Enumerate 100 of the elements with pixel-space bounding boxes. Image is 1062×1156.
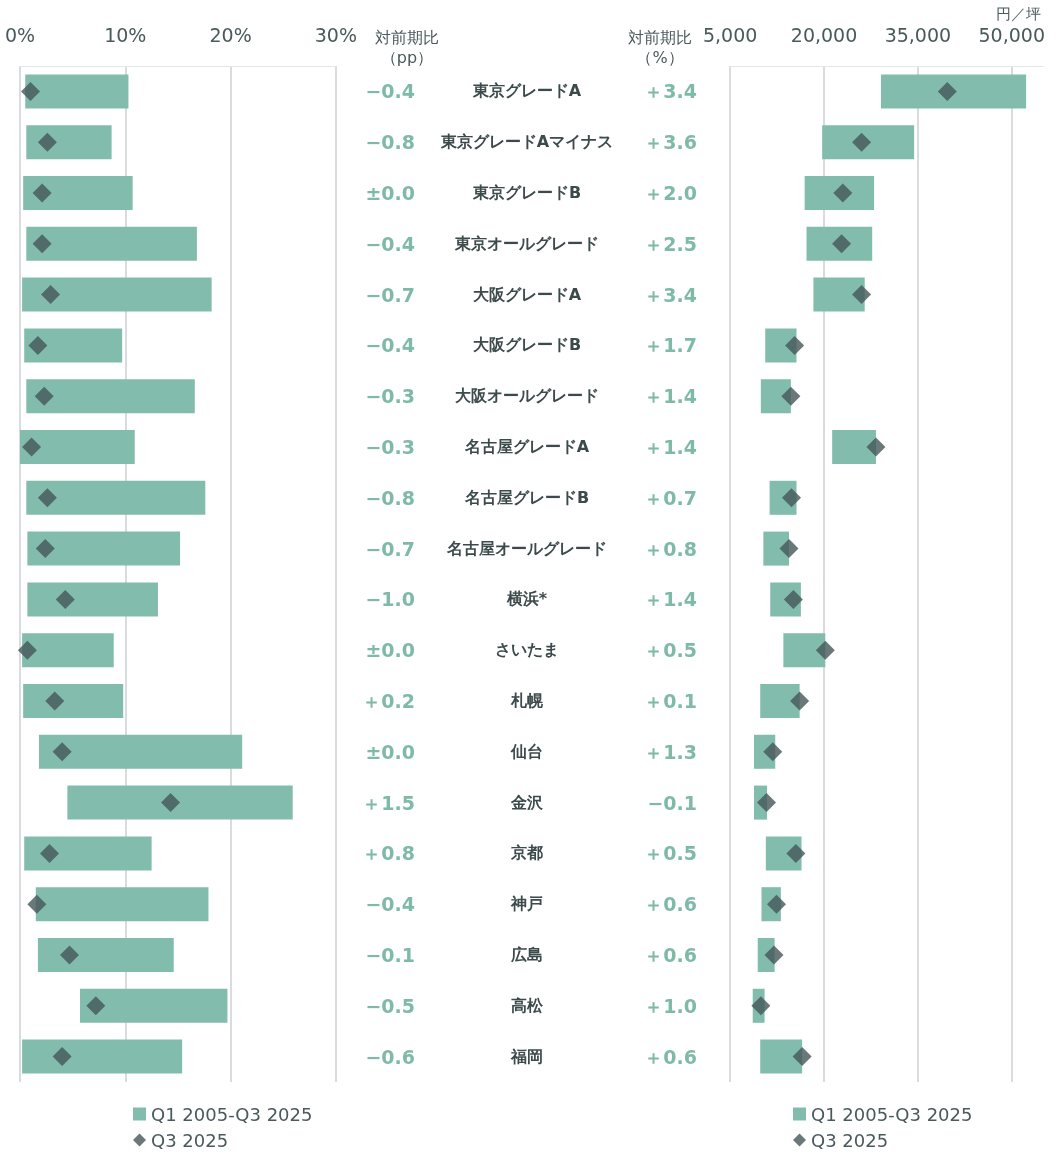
x-axis-title: 円／坪 bbox=[996, 4, 1041, 23]
data-label: ＋0.8 bbox=[361, 841, 415, 866]
bar bbox=[26, 480, 206, 515]
data-label: −0.1 bbox=[364, 943, 415, 967]
bar bbox=[26, 379, 195, 414]
bar bbox=[832, 429, 876, 465]
bar bbox=[760, 1039, 803, 1074]
data-label: ＋0.8 bbox=[643, 536, 697, 561]
bar bbox=[760, 379, 791, 414]
point bbox=[52, 1047, 72, 1067]
category-label: 大阪グレードA bbox=[471, 283, 583, 306]
bar bbox=[22, 277, 212, 312]
bar bbox=[38, 734, 243, 769]
x-tick-label: 20,000 bbox=[790, 23, 858, 46]
data-label: ＋3.4 bbox=[643, 282, 697, 307]
data-label: ＋0.1 bbox=[643, 689, 697, 713]
data-label: −0.5 bbox=[364, 993, 415, 1018]
point bbox=[32, 234, 52, 254]
bar bbox=[35, 887, 209, 922]
data-label: ＋0.5 bbox=[643, 841, 697, 866]
bar bbox=[22, 633, 114, 668]
point bbox=[86, 996, 106, 1016]
bar bbox=[763, 531, 789, 566]
text: 対前期比（%） bbox=[627, 28, 693, 68]
category-label: 横浜* bbox=[505, 588, 549, 611]
x-tick-label: 0% bbox=[4, 23, 36, 46]
point bbox=[35, 539, 55, 559]
category-label: 広島 bbox=[510, 944, 544, 966]
bar bbox=[67, 785, 293, 820]
category-label: 名古屋オールグレード bbox=[446, 537, 608, 560]
data-label: ＋0.7 bbox=[643, 485, 697, 510]
bar bbox=[783, 633, 826, 668]
data-label: ±0.0 bbox=[364, 739, 415, 764]
category-label: 神戸 bbox=[509, 893, 544, 916]
point bbox=[756, 793, 776, 813]
data-label: −0.4 bbox=[364, 892, 415, 917]
legend-label: Q3 2025 bbox=[151, 1129, 229, 1151]
category-label: 東京オールグレード bbox=[454, 232, 600, 255]
data-label: ＋3.6 bbox=[643, 130, 697, 155]
data-label: −0.7 bbox=[364, 536, 415, 561]
bar bbox=[37, 937, 174, 973]
point bbox=[32, 183, 52, 203]
bar bbox=[23, 683, 124, 719]
point bbox=[790, 691, 810, 711]
data-label: −1.0 bbox=[364, 587, 415, 612]
x-tick-label: 30% bbox=[314, 23, 357, 46]
data-label: −0.4 bbox=[364, 231, 415, 256]
data-label: ＋0.6 bbox=[643, 1044, 697, 1069]
bar bbox=[25, 74, 129, 109]
bar bbox=[20, 429, 135, 465]
category-label: 仙台 bbox=[509, 740, 544, 763]
data-label: ＋0.5 bbox=[643, 638, 697, 663]
data-label: ＋0.6 bbox=[643, 943, 697, 967]
data-label: ＋0.2 bbox=[361, 689, 415, 713]
point bbox=[22, 437, 42, 457]
bar bbox=[26, 125, 112, 160]
bar bbox=[27, 531, 181, 566]
point bbox=[781, 386, 801, 406]
bar bbox=[806, 226, 873, 261]
data-label: ＋1.4 bbox=[643, 435, 697, 459]
category-label: 東京グレードAマイナス bbox=[439, 131, 615, 154]
data-label: ±0.0 bbox=[364, 638, 415, 663]
category-label: 名古屋グレードA bbox=[463, 436, 591, 458]
point bbox=[34, 386, 54, 406]
x-tick-label: 5,000 bbox=[702, 23, 758, 46]
point bbox=[786, 843, 806, 863]
data-label: ＋1.4 bbox=[643, 587, 697, 612]
category-label: 東京グレードA bbox=[471, 80, 583, 103]
data-label: −0.3 bbox=[364, 435, 415, 459]
point bbox=[764, 945, 784, 965]
point bbox=[751, 996, 771, 1016]
text: 対前期比（pp） bbox=[374, 28, 440, 68]
data-label: −0.1 bbox=[646, 790, 697, 815]
category-label: 大阪グレードB bbox=[471, 334, 583, 357]
point bbox=[37, 132, 57, 152]
category-label: 京都 bbox=[510, 842, 544, 865]
legend-label: Q3 2025 bbox=[811, 1129, 889, 1151]
point bbox=[52, 742, 72, 762]
point bbox=[785, 335, 805, 355]
point bbox=[55, 589, 75, 609]
point bbox=[852, 285, 872, 305]
data-label: ＋2.5 bbox=[643, 231, 697, 256]
point bbox=[59, 945, 79, 965]
point bbox=[852, 132, 872, 152]
category-label: 金沢 bbox=[510, 791, 544, 814]
legend-label: Q1 2005-Q3 2025 bbox=[811, 1103, 973, 1125]
data-label: ±0.0 bbox=[364, 181, 415, 205]
bar bbox=[880, 74, 1027, 109]
point bbox=[866, 437, 886, 457]
bar bbox=[760, 683, 800, 719]
legend-label: Q1 2005-Q3 2025 bbox=[151, 1103, 313, 1125]
bar bbox=[813, 277, 865, 312]
category-label: 札幌 bbox=[510, 690, 544, 712]
bar bbox=[804, 175, 875, 211]
bar bbox=[23, 175, 133, 211]
data-label: −0.6 bbox=[364, 1044, 415, 1069]
bar bbox=[80, 988, 228, 1023]
bar bbox=[822, 125, 915, 160]
point bbox=[792, 1047, 812, 1067]
point bbox=[27, 894, 47, 914]
